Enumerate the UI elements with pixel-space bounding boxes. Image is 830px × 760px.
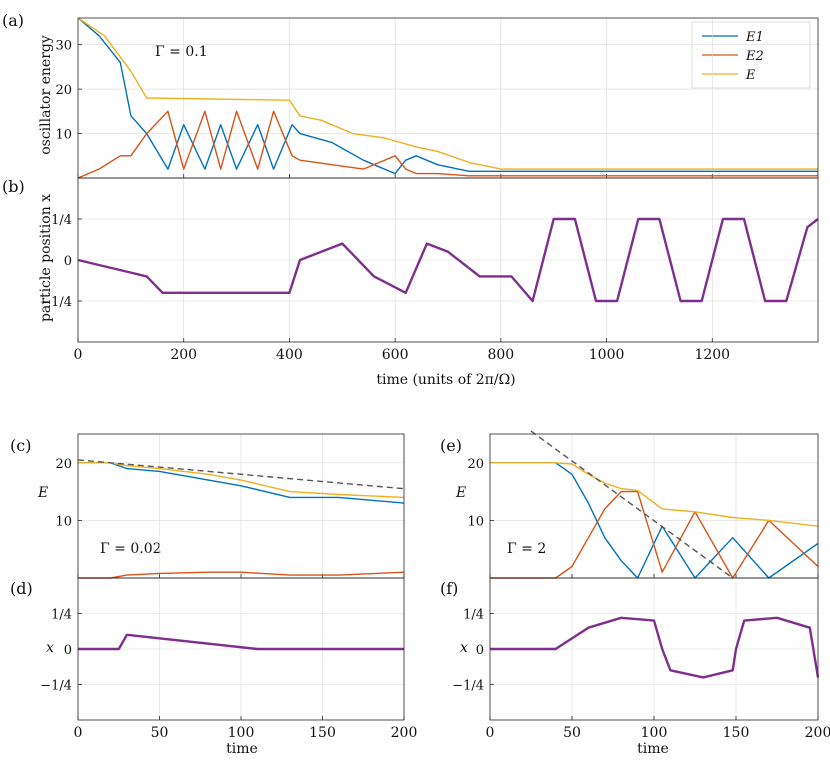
panel-d-ylabel: x (46, 640, 54, 656)
x-tick-label: 150 (723, 725, 750, 741)
series-e-line (490, 462, 819, 527)
panel-d: (d) x time (10, 579, 258, 757)
x-tick-label: 1000 (589, 347, 625, 363)
y-tick-label: −1/4 (452, 679, 484, 694)
panel-d-tag: (d) (10, 579, 33, 598)
y-tick-label: 20 (55, 83, 72, 98)
plot-area-e: 10 20 (467, 430, 819, 579)
panel-e-ylabel: E (455, 485, 466, 501)
panel-b-ylabel: particle position x (38, 194, 54, 322)
x-tick-label: 0 (74, 725, 83, 741)
panel-f: (f) x time (440, 579, 669, 757)
x-tick-label: 400 (276, 347, 303, 363)
panel-b-xlabel: time (units of 2π/Ω) (376, 372, 515, 388)
x-tick-label: 600 (382, 347, 409, 363)
series-x-line (77, 217, 819, 303)
panel-c-annotation: Γ = 0.02 (100, 541, 162, 557)
plot-area-d: 0 50 100 150 200 1/4 0 −1/4 (40, 577, 418, 741)
panel-a-ylabel: oscillator energy (38, 35, 54, 155)
axes-frame (77, 577, 405, 721)
y-tick-label: 1/4 (463, 608, 484, 623)
y-tick-label: 10 (467, 514, 484, 529)
plot-area-a: 10 20 30 (55, 17, 819, 179)
legend-label-e: E (745, 68, 756, 83)
panel-f-ylabel: x (460, 640, 468, 656)
x-tick-label: 800 (487, 347, 514, 363)
x-tick-label: 150 (309, 725, 336, 741)
series-e1-line (78, 462, 405, 504)
y-tick-label: −1/4 (40, 295, 72, 310)
x-tick-label: 50 (151, 725, 169, 741)
x-tick-label: 200 (805, 725, 830, 741)
y-tick-label: 0 (64, 643, 72, 658)
x-tick-label: 0 (74, 347, 83, 363)
series-decay-guide-line (530, 430, 734, 579)
series-e2-line (78, 571, 405, 579)
panel-b: (b) particle position x time (units of 2… (2, 177, 516, 388)
x-tick-label: 0 (486, 725, 495, 741)
panel-c-ylabel: E (37, 485, 48, 501)
plot-area-c: 10 20 (55, 433, 405, 579)
x-tick-label: 200 (391, 725, 418, 741)
y-tick-label: 10 (55, 514, 72, 529)
series-e2-line (490, 490, 819, 579)
y-tick-label: 0 (476, 643, 484, 658)
series-decay-guide-line (77, 459, 405, 490)
x-tick-label: 200 (170, 347, 197, 363)
series-e1-line (490, 462, 819, 579)
panel-a-annotation: Γ = 0.1 (155, 44, 208, 60)
series-e2-line (77, 110, 818, 179)
panel-e-tag: (e) (440, 436, 462, 455)
y-tick-label: −1/4 (40, 679, 72, 694)
legend-label-e1: E1 (745, 30, 764, 45)
panel-e-annotation: Γ = 2 (507, 541, 546, 557)
panel-b-tag: (b) (2, 177, 25, 196)
axes-frame (77, 177, 819, 343)
y-tick-label: 1/4 (51, 213, 72, 228)
plot-area-b: 0 200 400 600 800 1000 1200 1/4 0 −1/4 (40, 177, 819, 363)
series-x-line (78, 633, 404, 651)
panel-d-xlabel: time (226, 741, 258, 757)
y-tick-label: 20 (55, 457, 72, 472)
series-x-line (490, 616, 820, 679)
panel-c-tag: (c) (10, 436, 31, 455)
panel-a: (a) oscillator energy Γ = 0.1 E1 E2 E (2, 11, 811, 155)
y-tick-label: 20 (467, 457, 484, 472)
legend: E1 E2 E (691, 21, 811, 89)
x-tick-label: 100 (641, 725, 668, 741)
y-tick-label: 0 (64, 254, 72, 269)
plot-area-f: 0 50 100 150 200 1/4 0 −1/4 (452, 577, 830, 741)
series-e-line (77, 17, 818, 170)
panel-a-tag: (a) (2, 11, 24, 30)
y-tick-label: 10 (55, 128, 72, 143)
y-tick-label: 30 (55, 39, 72, 54)
panel-f-xlabel: time (637, 741, 669, 757)
panel-f-tag: (f) (440, 579, 458, 598)
panel-c: (c) E Γ = 0.02 (10, 436, 162, 557)
axes-frame (489, 577, 819, 721)
legend-label-e2: E2 (745, 49, 764, 64)
panel-e: (e) E Γ = 2 (440, 436, 546, 557)
series-e-line (78, 462, 405, 499)
x-tick-label: 50 (563, 725, 581, 741)
x-tick-label: 100 (228, 725, 255, 741)
y-tick-label: 1/4 (51, 608, 72, 623)
x-tick-label: 1200 (694, 347, 730, 363)
